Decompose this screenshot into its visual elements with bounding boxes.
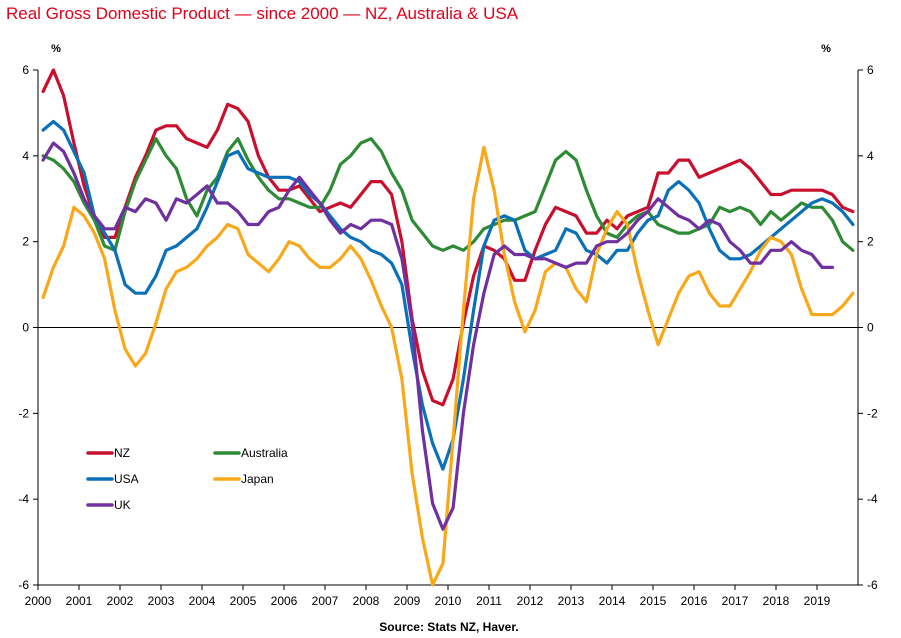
x-tick-label: 2010 [435,594,462,608]
series-line-usa [41,119,855,471]
x-tick-label: 2013 [558,594,585,608]
y-tick-label-right: 0 [867,321,874,335]
legend-label-nz: NZ [114,446,130,460]
x-tick-label: 2002 [107,594,134,608]
y-tick-label-left: 4 [22,149,29,163]
legend-label-australia: Australia [241,446,288,460]
y-tick-label-right: -2 [867,406,878,420]
legend-label-japan: Japan [241,472,274,486]
y-tick-label-left: -2 [18,406,29,420]
series-line-nz [41,68,855,407]
y-tick-label-right: 4 [867,149,874,163]
y-tick-label-right: 6 [867,63,874,77]
x-tick-label: 2012 [517,594,544,608]
legend-label-uk: UK [114,498,131,512]
x-tick-label: 2017 [722,594,749,608]
legend-label-usa: USA [114,472,139,486]
x-tick-label: 2001 [66,594,93,608]
y-tick-label-left: -6 [18,578,29,592]
y-tick-label-right: -4 [867,492,878,506]
x-tick-label: 2008 [353,594,380,608]
axes: -6 -6 -4 -4 -2 -2 0 0 2 2 4 4 6 6 2000 2001 2002 2003 2004… [18,63,878,608]
x-tick-label: 2005 [230,594,257,608]
x-tick-label: 2016 [681,594,708,608]
x-tick-label: 2011 [476,594,502,608]
x-tick-label: 2003 [148,594,175,608]
x-tick-label: 2000 [25,594,52,608]
series-lines [41,68,855,587]
x-tick-label: 2004 [189,594,216,608]
y-tick-label-left: 2 [22,235,29,249]
y-tick-label-left: -4 [18,492,29,506]
y-unit-right: % [821,43,831,55]
x-tick-label: 2006 [271,594,298,608]
x-tick-label: 2014 [599,594,626,608]
legend: NZ Australia USA Japan UK [86,446,288,512]
y-unit-left: % [51,43,61,55]
y-tick-label-right: 2 [867,235,874,249]
chart-title: Real Gross Domestic Product — since 2000… [6,4,519,23]
series-line-uk [41,141,834,531]
x-tick-label: 2018 [763,594,790,608]
x-tick-label: 2009 [394,594,421,608]
series-line-australia [41,137,855,252]
x-tick-label: 2015 [640,594,667,608]
x-tick-label: 2007 [312,594,339,608]
series-line-japan [41,145,855,587]
y-tick-label-left: 6 [22,63,29,77]
y-tick-label-left: 0 [22,321,29,335]
x-tick-label: 2019 [804,594,831,608]
source-note: Source: Stats NZ, Haver. [379,620,518,634]
y-tick-label-right: -6 [867,578,878,592]
